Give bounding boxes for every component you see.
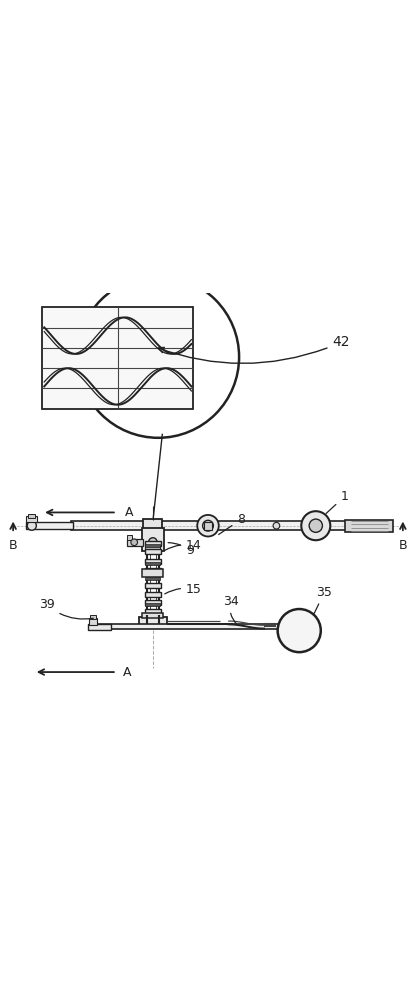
Bar <box>204 522 212 530</box>
Bar <box>145 600 161 605</box>
Circle shape <box>27 521 36 530</box>
Text: 1: 1 <box>326 490 349 513</box>
Bar <box>146 562 160 565</box>
Text: 34: 34 <box>223 595 239 625</box>
Bar <box>145 541 161 546</box>
Bar <box>145 559 161 564</box>
Circle shape <box>273 522 280 529</box>
Circle shape <box>149 538 157 546</box>
Text: B: B <box>9 539 17 552</box>
Bar <box>144 519 162 532</box>
Bar <box>127 535 132 540</box>
Bar <box>25 522 73 529</box>
Bar <box>145 609 161 614</box>
Circle shape <box>301 511 330 540</box>
Bar <box>146 544 160 549</box>
Circle shape <box>131 539 138 546</box>
Text: B: B <box>399 539 407 552</box>
Bar <box>139 617 166 627</box>
Bar <box>146 577 160 580</box>
Text: 8: 8 <box>218 513 245 535</box>
Bar <box>146 544 160 547</box>
Bar <box>90 615 96 619</box>
Bar <box>143 569 163 577</box>
Bar <box>145 592 161 597</box>
Bar <box>142 528 164 551</box>
Bar <box>345 520 393 532</box>
Bar <box>71 521 370 530</box>
Text: 39: 39 <box>39 598 93 619</box>
Text: A: A <box>123 666 131 679</box>
Text: 42: 42 <box>158 335 350 363</box>
Bar <box>28 514 35 518</box>
Bar <box>42 307 193 409</box>
Text: 35: 35 <box>313 586 332 615</box>
Text: A: A <box>125 506 134 519</box>
Bar <box>145 583 161 588</box>
Bar <box>26 516 37 522</box>
Bar <box>143 613 163 618</box>
Text: 15: 15 <box>165 583 202 596</box>
Circle shape <box>277 609 321 652</box>
Bar <box>146 603 160 606</box>
Bar <box>89 618 97 625</box>
Circle shape <box>197 515 219 536</box>
Circle shape <box>203 520 213 531</box>
Bar <box>127 539 144 546</box>
Text: 9: 9 <box>168 543 194 557</box>
Circle shape <box>309 519 322 532</box>
Bar <box>92 624 307 629</box>
Bar <box>145 568 161 573</box>
Bar <box>88 624 111 630</box>
Bar <box>145 549 161 554</box>
Text: 14: 14 <box>165 539 202 552</box>
